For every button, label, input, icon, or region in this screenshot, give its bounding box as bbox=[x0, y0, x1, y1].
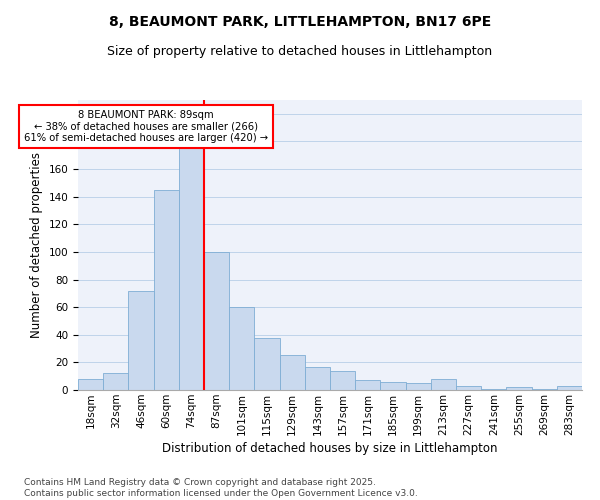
Bar bbox=[128, 290, 154, 390]
Bar bbox=[532, 388, 557, 390]
Bar bbox=[506, 387, 532, 390]
X-axis label: Distribution of detached houses by size in Littlehampton: Distribution of detached houses by size … bbox=[162, 442, 498, 455]
Text: 8 BEAUMONT PARK: 89sqm
← 38% of detached houses are smaller (266)
61% of semi-de: 8 BEAUMONT PARK: 89sqm ← 38% of detached… bbox=[24, 110, 268, 143]
Text: Contains HM Land Registry data © Crown copyright and database right 2025.
Contai: Contains HM Land Registry data © Crown c… bbox=[24, 478, 418, 498]
Bar bbox=[179, 134, 204, 390]
Bar bbox=[154, 190, 179, 390]
Bar bbox=[229, 307, 254, 390]
Y-axis label: Number of detached properties: Number of detached properties bbox=[30, 152, 43, 338]
Bar bbox=[431, 379, 456, 390]
Bar bbox=[305, 366, 330, 390]
Bar bbox=[103, 374, 128, 390]
Text: 8, BEAUMONT PARK, LITTLEHAMPTON, BN17 6PE: 8, BEAUMONT PARK, LITTLEHAMPTON, BN17 6P… bbox=[109, 15, 491, 29]
Bar bbox=[380, 382, 406, 390]
Bar bbox=[78, 379, 103, 390]
Bar bbox=[557, 386, 582, 390]
Bar bbox=[204, 252, 229, 390]
Bar bbox=[330, 370, 355, 390]
Bar bbox=[481, 388, 506, 390]
Bar bbox=[355, 380, 380, 390]
Bar bbox=[406, 383, 431, 390]
Text: Size of property relative to detached houses in Littlehampton: Size of property relative to detached ho… bbox=[107, 45, 493, 58]
Bar bbox=[254, 338, 280, 390]
Bar bbox=[456, 386, 481, 390]
Bar bbox=[280, 356, 305, 390]
